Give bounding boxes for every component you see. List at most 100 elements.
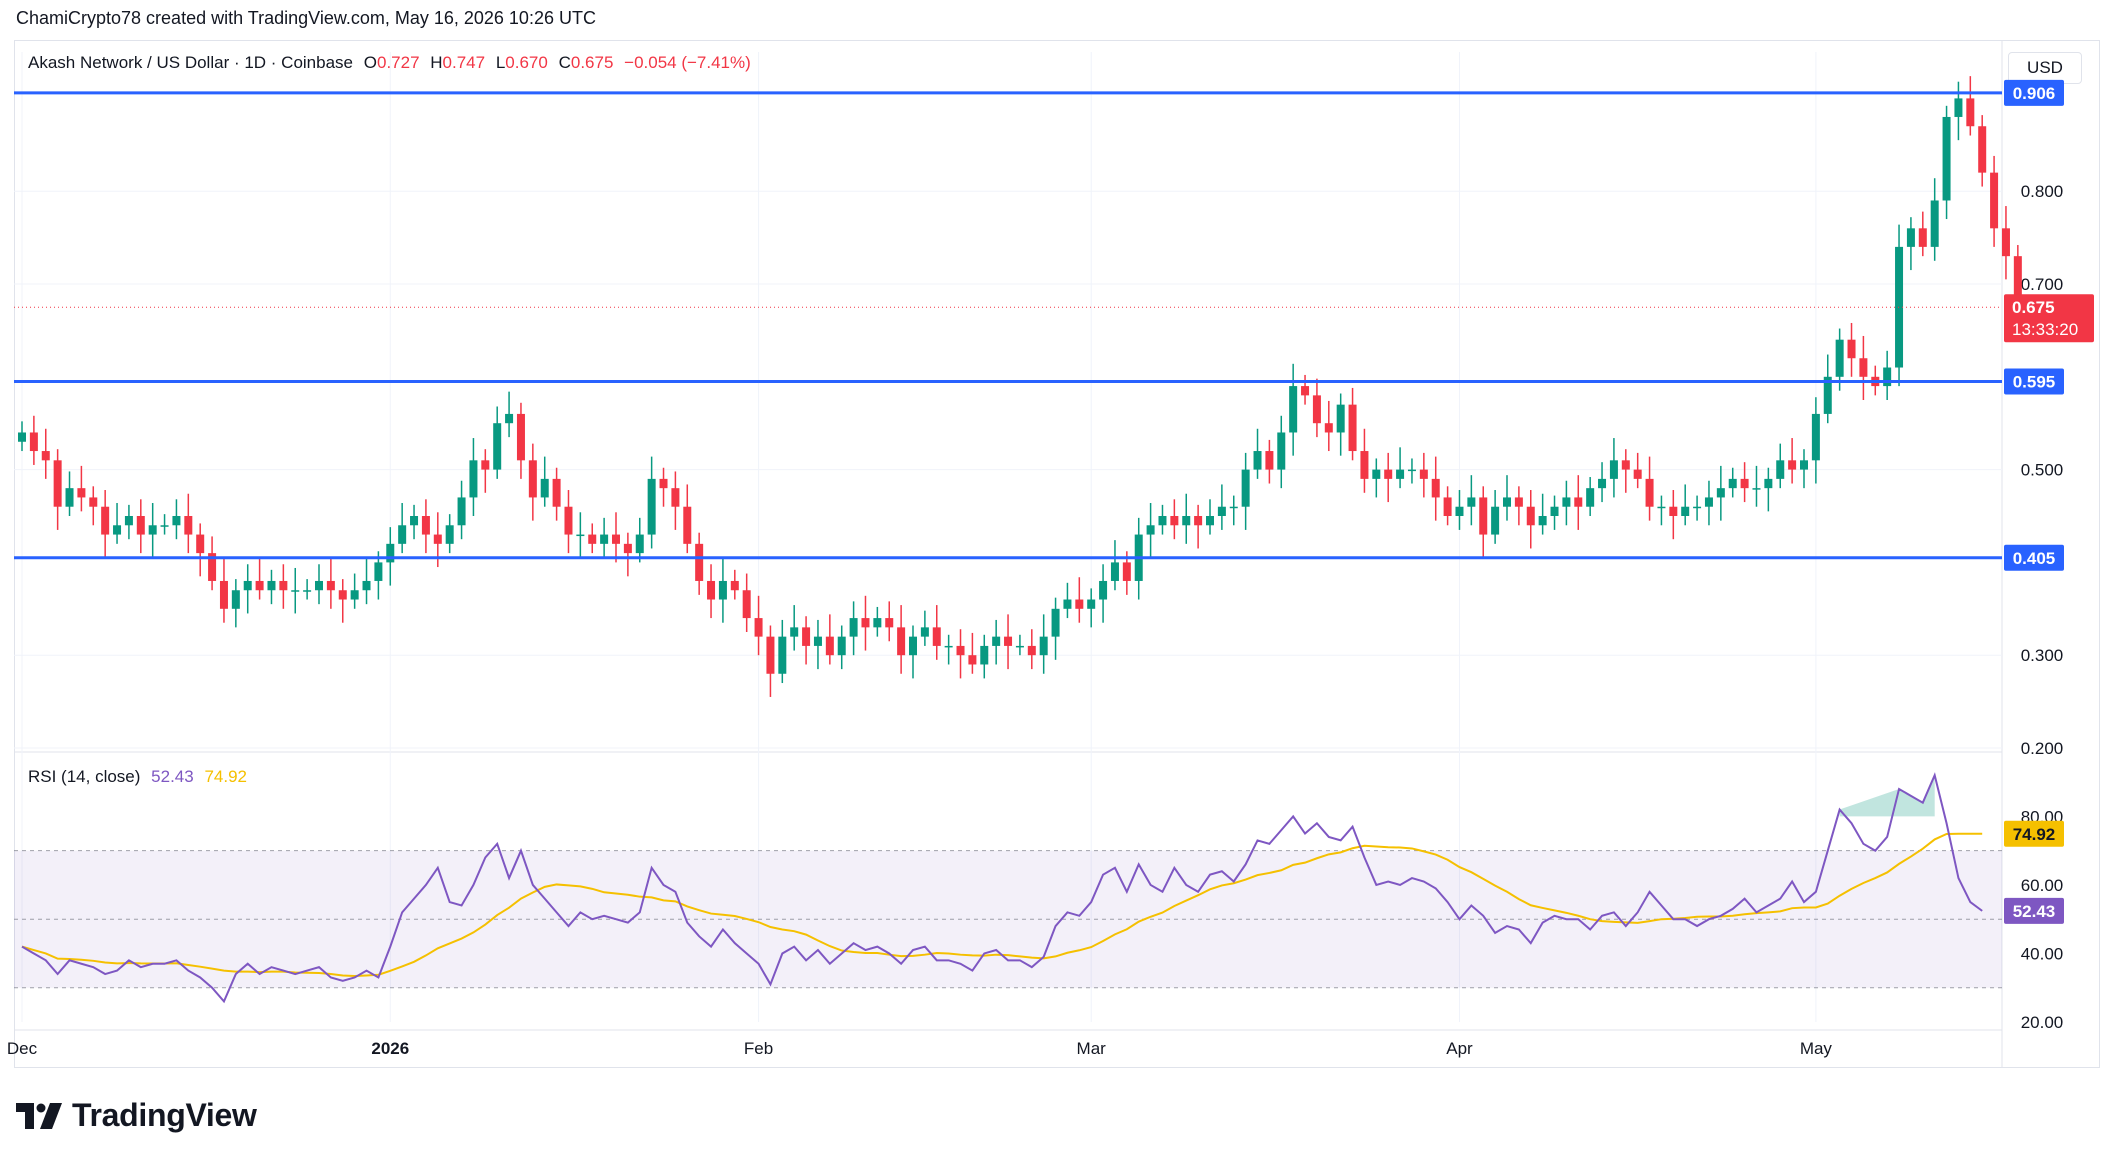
rsi-line <box>21 772 1983 1004</box>
candle-body <box>1930 200 1939 247</box>
currency-button[interactable]: USD <box>2008 52 2082 84</box>
last-price-label: 0.675 <box>2012 298 2055 317</box>
time-tick-label: Feb <box>744 1039 773 1058</box>
candle-body <box>208 553 217 581</box>
candle-body <box>374 562 383 581</box>
candle-body <box>778 636 787 674</box>
candle-body <box>1859 358 1868 377</box>
candle-body <box>2001 228 2010 257</box>
candle-body <box>802 627 811 646</box>
symbol-title[interactable]: Akash Network / US Dollar · 1D · Coinbas… <box>28 53 354 72</box>
candle-body <box>1574 497 1583 507</box>
level-price-tag <box>2004 544 2064 571</box>
candle-body <box>1063 599 1072 609</box>
candle-body <box>1491 506 1500 535</box>
candle-body <box>612 534 620 544</box>
candle-body <box>77 488 86 498</box>
candle-body <box>53 460 62 507</box>
candle-body <box>219 580 228 609</box>
candle-body <box>1526 506 1535 526</box>
candle-body <box>65 488 74 507</box>
change-value: −0.054 (−7.41%) <box>624 53 751 72</box>
candle-body <box>695 543 704 581</box>
candle-body <box>18 432 26 442</box>
candle-body <box>623 543 632 554</box>
candle-body <box>1253 451 1262 470</box>
candle-body <box>1289 386 1298 433</box>
candle-body <box>231 590 240 609</box>
candle-body <box>837 636 846 656</box>
price-tick-label: 0.300 <box>2021 646 2064 665</box>
tradingview-logo[interactable]: TradingView <box>16 1097 257 1134</box>
candle-body <box>1811 413 1820 461</box>
candle-body <box>350 590 359 600</box>
candle-body <box>315 580 323 591</box>
candle-body <box>243 580 252 591</box>
candle-body <box>303 590 312 592</box>
rsi-overbought-fill <box>1839 775 1935 817</box>
candle-body <box>528 460 537 498</box>
rsi-legend-value: 52.43 <box>151 767 194 786</box>
candle-body <box>754 618 763 637</box>
candle-body <box>552 478 561 507</box>
candle-body <box>1895 246 1904 368</box>
candle-body <box>1990 172 1999 229</box>
candle-body <box>647 478 656 535</box>
rsi-legend[interactable]: RSI (14, close) 52.43 74.92 <box>28 767 247 787</box>
candle-body <box>1384 469 1393 479</box>
rsi-ma-value-label: 74.92 <box>2013 825 2056 844</box>
candle-body <box>1348 404 1357 452</box>
rsi-value-label: 52.43 <box>2013 902 2056 921</box>
candle-body <box>160 525 169 527</box>
rsi-tick-label: 60.00 <box>2021 876 2064 895</box>
candle-body <box>1906 228 1915 247</box>
candle-body <box>671 488 680 507</box>
level-price-label: 0.595 <box>2013 372 2056 391</box>
candle-body <box>1942 116 1951 201</box>
candle-body <box>944 645 953 648</box>
candle-body <box>742 590 751 619</box>
candle-body <box>1788 460 1797 470</box>
low-value: 0.670 <box>505 53 548 72</box>
open-label: O <box>363 53 377 72</box>
candle-body <box>1360 451 1369 479</box>
symbol-legend[interactable]: Akash Network / US Dollar · 1D · Coinbas… <box>28 53 751 73</box>
candle-body <box>659 478 668 489</box>
candle-body <box>861 618 870 628</box>
candle-body <box>1645 478 1654 507</box>
time-tick-label: Dec <box>7 1039 38 1058</box>
candle-body <box>683 506 692 544</box>
price-tick-label: 0.700 <box>2021 275 2064 294</box>
candle-body <box>1110 562 1119 581</box>
candle-body <box>1704 497 1713 507</box>
candle-body <box>980 645 989 665</box>
candle-body <box>326 580 335 591</box>
close-value: 0.675 <box>570 53 614 72</box>
rsi-tick-label: 40.00 <box>2021 944 2064 963</box>
candle-body <box>1277 432 1286 470</box>
high-value: 0.747 <box>442 53 486 72</box>
candle-body <box>172 516 181 526</box>
candle-body <box>124 516 133 526</box>
candle-body <box>421 516 430 535</box>
candle-body <box>196 534 205 554</box>
candle-body <box>1550 506 1559 516</box>
candle-body <box>136 516 145 535</box>
candle-body <box>291 590 300 592</box>
candle-body <box>255 580 264 591</box>
candle-body <box>1740 478 1749 489</box>
time-tick-label: Apr <box>1446 1039 1473 1058</box>
candle-body <box>1027 645 1036 656</box>
candle-body <box>1217 506 1226 516</box>
rsi-title[interactable]: RSI (14, close) <box>28 767 141 786</box>
high-label: H <box>430 53 443 72</box>
candle-body <box>968 655 977 665</box>
candle-body <box>1336 404 1345 433</box>
candle-body <box>113 525 122 535</box>
candle-body <box>1324 423 1333 433</box>
candle-body <box>897 627 906 656</box>
candle-body <box>1206 516 1214 526</box>
candle-body <box>588 534 597 544</box>
candle-body <box>1800 460 1808 470</box>
